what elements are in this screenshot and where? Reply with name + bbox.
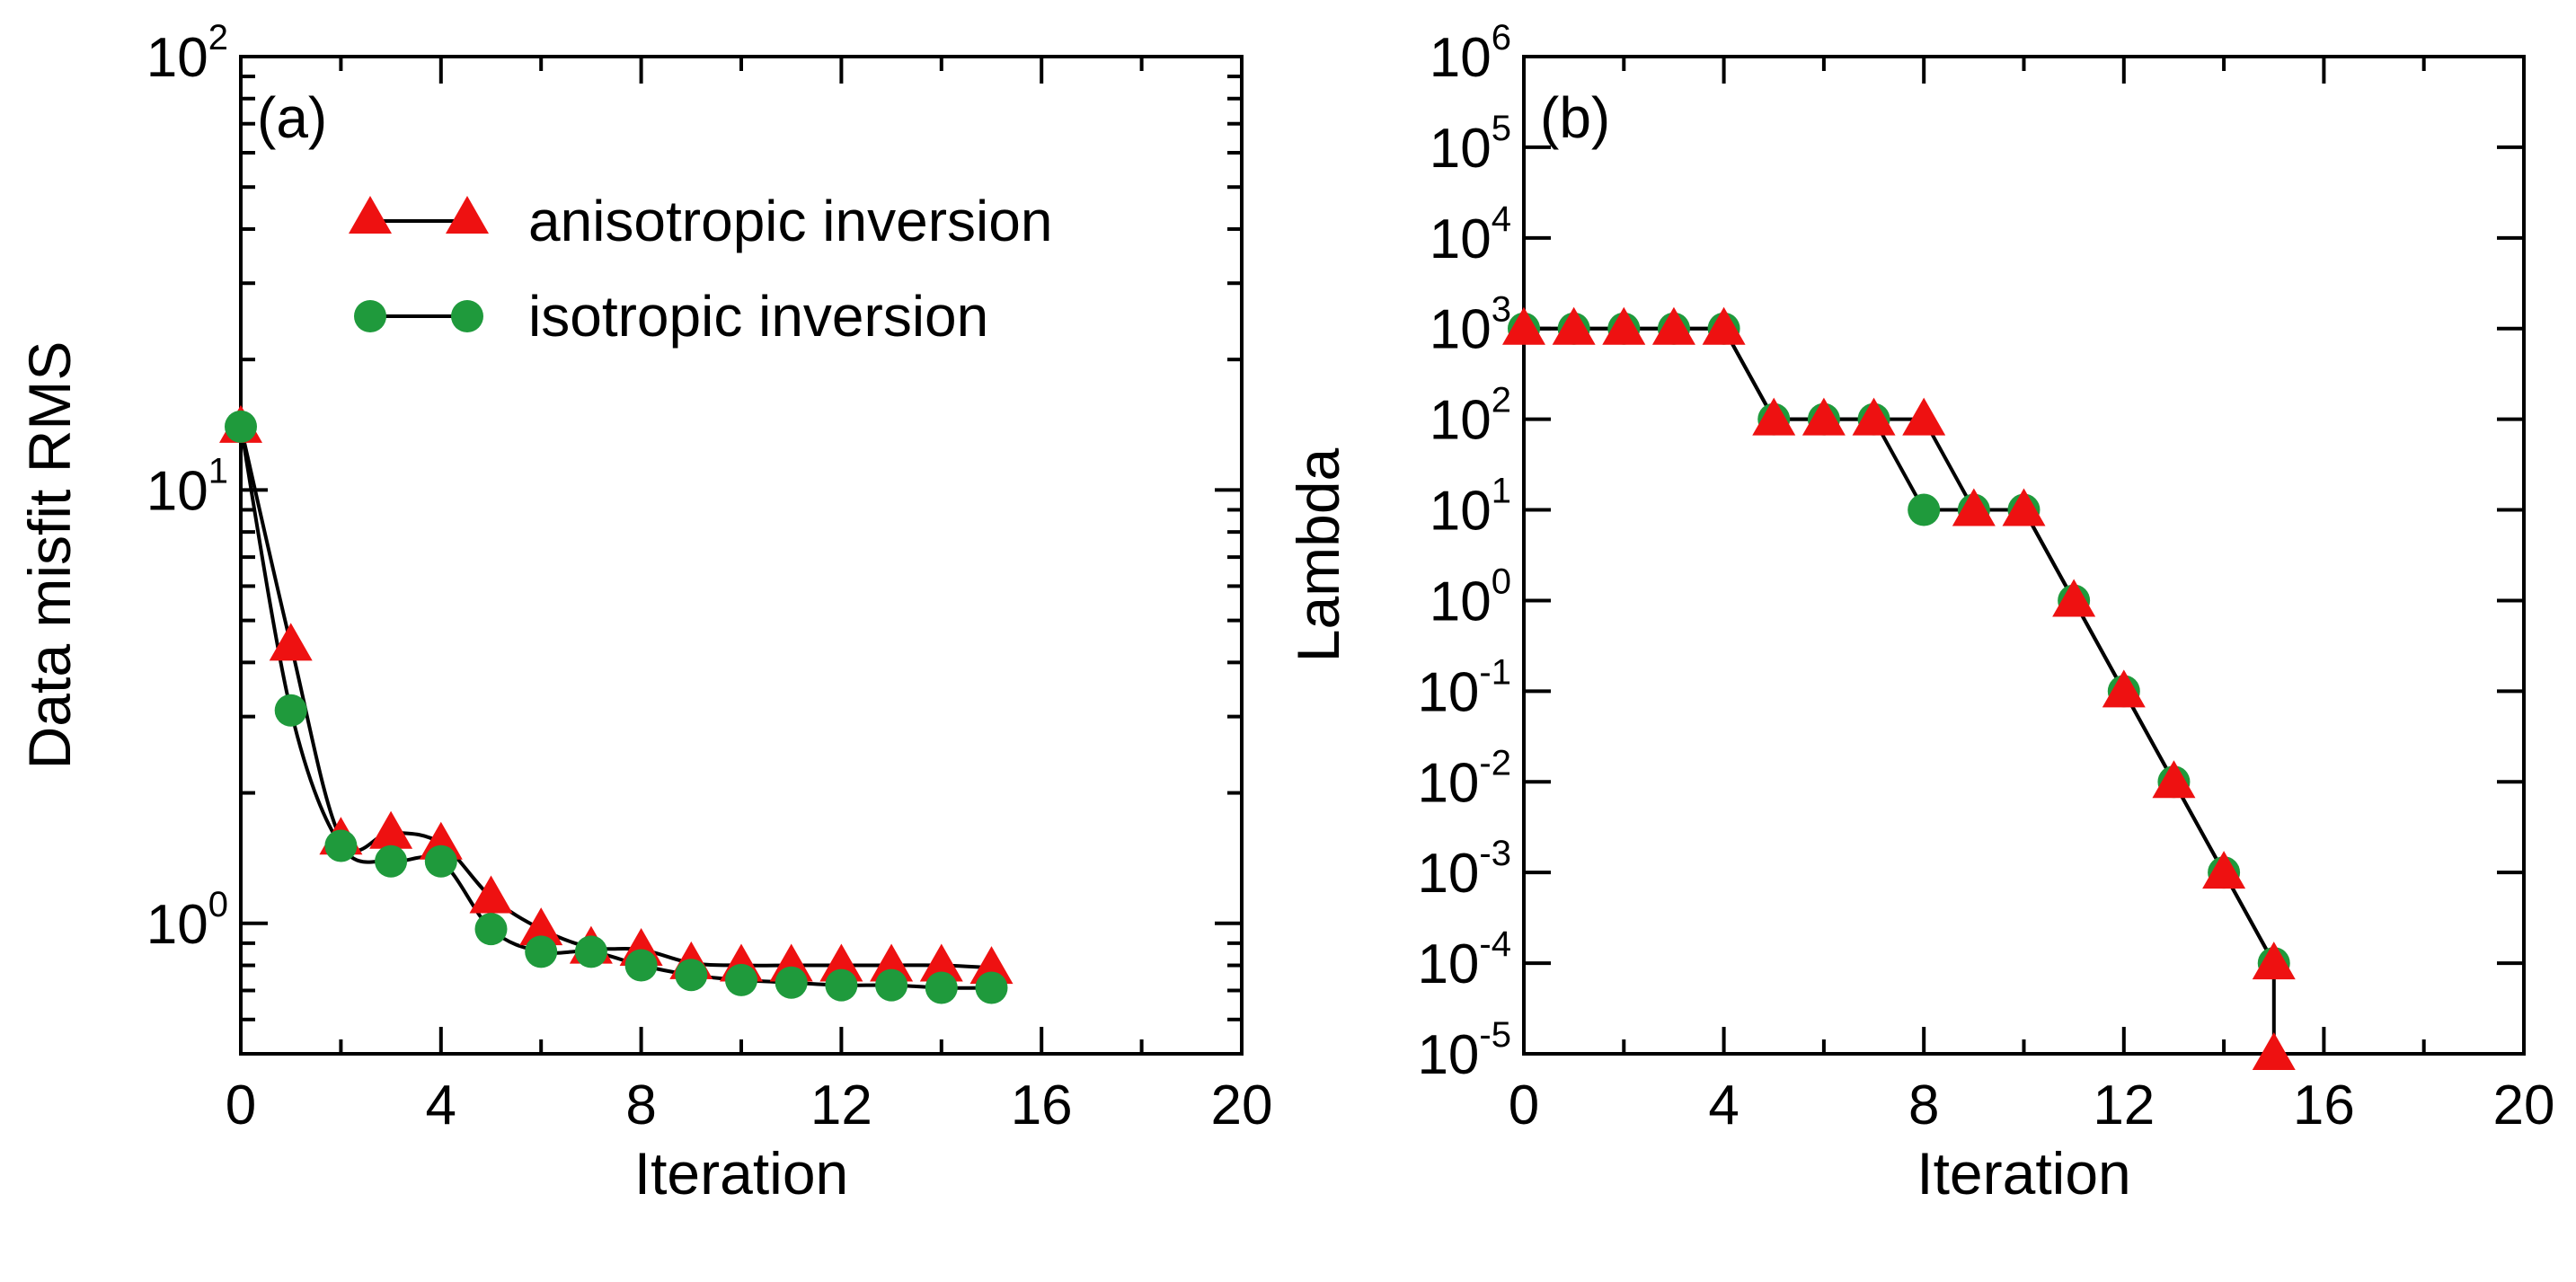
data-point-circle — [725, 963, 757, 996]
x-axis-title: Iteration — [1917, 1140, 2130, 1207]
data-point-triangle — [1651, 306, 1695, 345]
x-tick-label: 4 — [1708, 1074, 1739, 1136]
data-point-triangle — [819, 943, 863, 982]
data-point-triangle — [969, 946, 1014, 985]
y-tick-label: 103 — [1430, 290, 1511, 361]
x-tick-label: 16 — [2293, 1074, 2355, 1136]
y-tick-label: 105 — [1430, 109, 1511, 180]
plot-frame — [1522, 55, 2526, 1056]
legend-marker-triangle — [349, 196, 392, 234]
legend-label: isotropic inversion — [528, 284, 988, 349]
series-line-triangle — [1524, 326, 2276, 1054]
data-point-triangle — [1552, 306, 1596, 345]
x-tick-label: 0 — [226, 1074, 256, 1136]
y-tick-label: 101 — [146, 451, 228, 522]
legend-marker-circle — [354, 300, 386, 332]
x-tick-label: 12 — [2093, 1074, 2155, 1136]
data-point-circle — [624, 949, 658, 982]
data-point-triangle — [1952, 488, 1996, 526]
data-point-triangle — [2252, 942, 2296, 980]
data-point-circle — [975, 971, 1008, 1004]
y-tick-label: 106 — [1430, 18, 1511, 89]
data-point-circle — [225, 410, 257, 443]
data-point-triangle — [1902, 397, 1946, 436]
y-tick-label: 102 — [1430, 381, 1511, 452]
data-point-triangle — [1801, 397, 1846, 436]
data-point-triangle — [2052, 579, 2096, 617]
data-point-triangle — [1502, 306, 1545, 345]
data-point-circle — [875, 968, 908, 1002]
y-tick-label: 10-4 — [1417, 924, 1511, 995]
data-point-circle — [775, 966, 808, 999]
y-tick-label: 10-1 — [1417, 652, 1511, 723]
y-tick-label: 10-5 — [1417, 1015, 1511, 1086]
y-tick-label: 100 — [146, 885, 228, 956]
data-point-triangle — [2252, 1032, 2296, 1070]
data-point-circle — [274, 694, 307, 727]
data-point-circle — [925, 971, 958, 1004]
data-point-triangle — [1752, 397, 1796, 436]
y-tick-label: 100 — [1430, 561, 1511, 632]
data-point-circle — [375, 844, 408, 878]
data-point-triangle — [1702, 306, 1746, 345]
data-point-circle — [474, 913, 508, 946]
data-point-triangle — [2002, 488, 2046, 526]
x-tick-label: 20 — [2493, 1074, 2555, 1136]
data-point-triangle — [519, 907, 563, 946]
data-point-triangle — [1602, 306, 1646, 345]
panel-label: (b) — [1540, 85, 1610, 150]
series-line-circle — [239, 426, 992, 990]
x-tick-label: 12 — [810, 1074, 872, 1136]
y-tick-label: 104 — [1430, 199, 1511, 270]
series-line-triangle — [239, 426, 992, 970]
data-point-circle — [825, 968, 858, 1002]
data-point-triangle — [2102, 669, 2146, 708]
data-point-circle — [675, 959, 708, 992]
x-axis-title: Iteration — [634, 1140, 848, 1207]
data-point-triangle — [269, 623, 313, 661]
panel-a-misfit-chart: 0 4 8 12 16 20 100 101 102 Iteration Data misfit R… — [16, 18, 1272, 1207]
data-point-circle — [424, 844, 457, 878]
x-tick-label: 8 — [625, 1074, 656, 1136]
legend: anisotropic inversion isotropic inversion — [349, 189, 1052, 349]
x-tick-label: 0 — [1509, 1074, 1539, 1136]
data-point-triangle — [2202, 851, 2246, 889]
data-point-circle — [1908, 493, 1941, 526]
data-point-circle — [574, 935, 607, 968]
y-tick-label: 10-2 — [1417, 743, 1511, 814]
data-point-triangle — [369, 810, 413, 849]
panel-label: (a) — [257, 85, 327, 150]
x-tick-label: 8 — [1908, 1074, 1939, 1136]
y-tick-label: 101 — [1430, 472, 1511, 543]
x-tick-label: 20 — [1211, 1074, 1273, 1136]
legend-marker-triangle — [446, 196, 489, 234]
data-point-circle — [324, 829, 358, 862]
x-tick-label: 16 — [1011, 1074, 1073, 1136]
data-point-triangle — [1852, 397, 1896, 436]
series-line-circle — [1524, 326, 2276, 965]
data-point-circle — [525, 935, 558, 968]
x-tick-label: 4 — [426, 1074, 456, 1136]
y-tick-label: 102 — [146, 18, 228, 89]
data-point-triangle — [2152, 760, 2196, 799]
data-point-triangle — [870, 943, 914, 982]
data-point-triangle — [469, 875, 513, 914]
panel-b-lambda-chart: 0 4 8 12 16 20 10-5 10-4 10-3 10-2 10-1 100 101 102 10… — [1285, 18, 2554, 1207]
data-point-triangle — [919, 943, 963, 982]
legend-label: anisotropic inversion — [528, 189, 1052, 253]
y-axis-title: Lambda — [1285, 447, 1351, 662]
y-tick-label: 10-3 — [1417, 834, 1511, 905]
legend-marker-circle — [451, 300, 483, 332]
y-axis-title: Data misfit RMS — [16, 341, 83, 770]
